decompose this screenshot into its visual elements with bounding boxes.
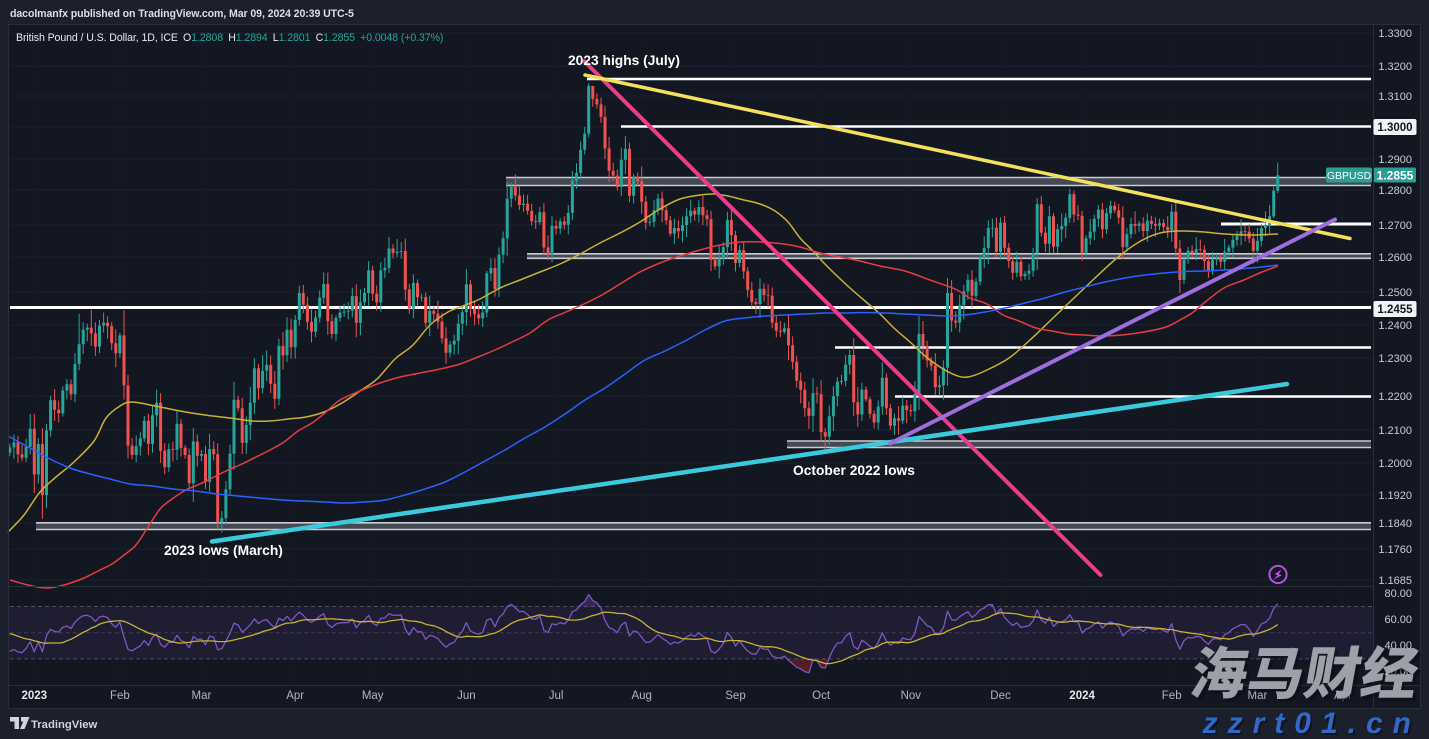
svg-text:Apr: Apr xyxy=(286,690,304,702)
svg-text:dacolmanfx published on Tradin: dacolmanfx published on TradingView.com,… xyxy=(10,8,354,20)
svg-text:1.1920: 1.1920 xyxy=(1378,490,1412,502)
svg-text:1.2200: 1.2200 xyxy=(1378,391,1412,403)
svg-text:1.2300: 1.2300 xyxy=(1378,353,1412,365)
svg-text:Mar: Mar xyxy=(191,690,211,702)
svg-text:Sep: Sep xyxy=(725,690,745,702)
svg-text:1.2900: 1.2900 xyxy=(1378,154,1412,166)
svg-text:2023: 2023 xyxy=(22,690,48,702)
svg-text:Aug: Aug xyxy=(631,690,651,702)
svg-text:1.2855: 1.2855 xyxy=(1377,169,1414,183)
svg-text:Jul: Jul xyxy=(549,690,564,702)
svg-text:May: May xyxy=(362,690,384,702)
svg-text:GBPUSD: GBPUSD xyxy=(1327,170,1372,182)
svg-text:1.1760: 1.1760 xyxy=(1378,544,1412,556)
svg-text:British Pound / U.S. Dollar, 1: British Pound / U.S. Dollar, 1D, ICE O1.… xyxy=(16,32,443,44)
svg-text:Nov: Nov xyxy=(901,690,922,702)
svg-text:1.2455: 1.2455 xyxy=(1377,304,1413,316)
svg-text:1.3000: 1.3000 xyxy=(1377,122,1412,134)
svg-text:1.3100: 1.3100 xyxy=(1378,91,1412,103)
svg-text:1.2400: 1.2400 xyxy=(1378,320,1412,332)
svg-text:1.1840: 1.1840 xyxy=(1378,518,1412,530)
svg-text:1.2000: 1.2000 xyxy=(1378,458,1412,470)
svg-text:1.2100: 1.2100 xyxy=(1378,425,1412,437)
svg-text:TradingView: TradingView xyxy=(31,719,98,731)
svg-text:Dec: Dec xyxy=(990,690,1011,702)
svg-text:60.00: 60.00 xyxy=(1384,614,1412,626)
svg-text:1.3300: 1.3300 xyxy=(1378,28,1412,40)
svg-text:2023 lows (March): 2023 lows (March) xyxy=(164,543,283,558)
svg-text:2023 highs (July): 2023 highs (July) xyxy=(568,53,680,68)
svg-text:Feb: Feb xyxy=(1162,690,1182,702)
svg-text:October 2022 lows: October 2022 lows xyxy=(793,463,915,478)
svg-text:1.1685: 1.1685 xyxy=(1378,575,1412,587)
svg-text:Feb: Feb xyxy=(110,690,130,702)
svg-text:zzrt01.cn: zzrt01.cn xyxy=(1204,709,1423,739)
svg-text:1.2600: 1.2600 xyxy=(1378,252,1412,264)
svg-text:Oct: Oct xyxy=(812,690,831,702)
svg-text:Mar: Mar xyxy=(1247,690,1267,702)
svg-text:80.00: 80.00 xyxy=(1384,588,1412,600)
svg-text:1.2800: 1.2800 xyxy=(1378,185,1412,197)
svg-text:1.3200: 1.3200 xyxy=(1378,61,1412,73)
svg-text:1.2500: 1.2500 xyxy=(1378,287,1412,299)
svg-text:2024: 2024 xyxy=(1069,690,1095,702)
svg-text:1.2700: 1.2700 xyxy=(1378,220,1412,232)
svg-text:Jun: Jun xyxy=(457,690,476,702)
svg-text:zzrt01.cn: zzrt01.cn xyxy=(1202,707,1421,739)
